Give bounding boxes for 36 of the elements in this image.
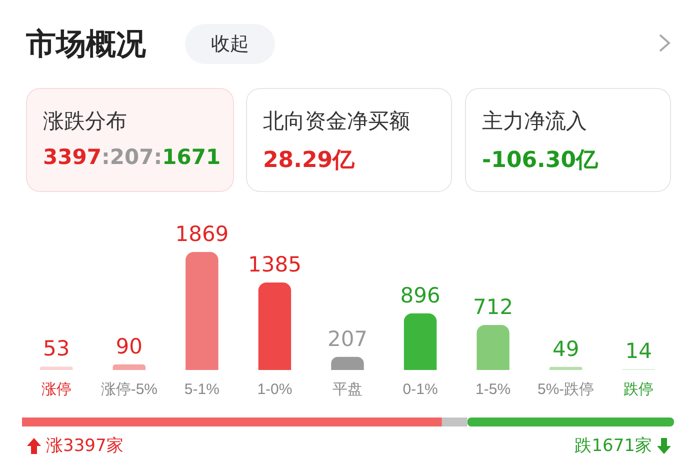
data-label: 712: [473, 295, 514, 319]
x-tick-label: 涨停: [41, 381, 72, 398]
bar: [549, 366, 582, 370]
x-tick-label: 涨停-5%: [100, 381, 158, 398]
x-tick-label: 平盘: [332, 381, 362, 398]
x-tick-label: 跌停: [624, 381, 654, 398]
text: 3397:207:1671: [43, 145, 221, 169]
x-tick-label: 5%-跌停: [537, 381, 594, 398]
data-label: 1385: [248, 252, 302, 277]
data-label: 90: [116, 334, 143, 358]
bar: [186, 252, 218, 370]
x-tick-label: 1-5%: [476, 381, 511, 398]
x-tick-label: 0-1%: [402, 381, 438, 398]
text: 28.29亿: [263, 147, 356, 175]
text: 北向资金净买额: [263, 108, 411, 135]
x-tick-label: 1-0%: [257, 381, 292, 398]
text: 涨跌分布: [43, 108, 128, 135]
data-label: 1869: [175, 222, 229, 246]
data-label: 14: [625, 339, 652, 364]
text: -106.30亿: [482, 147, 600, 175]
text: 市场概况: [26, 26, 146, 64]
bar: [404, 313, 437, 370]
data-label: 49: [552, 336, 580, 361]
bar: [258, 282, 292, 370]
text: 收起: [185, 24, 275, 64]
data-label: 207: [327, 326, 368, 351]
data-label: 896: [400, 283, 440, 308]
text: 主力净流入: [482, 108, 588, 135]
text: 跌1671家: [574, 435, 652, 457]
data-label: 53: [43, 336, 70, 361]
x-tick-label: 5-1%: [184, 381, 220, 398]
bar: [112, 364, 146, 370]
bar: [331, 356, 364, 370]
bar: [476, 325, 510, 370]
bar: [40, 366, 73, 370]
text: 涨3397家: [46, 435, 124, 457]
